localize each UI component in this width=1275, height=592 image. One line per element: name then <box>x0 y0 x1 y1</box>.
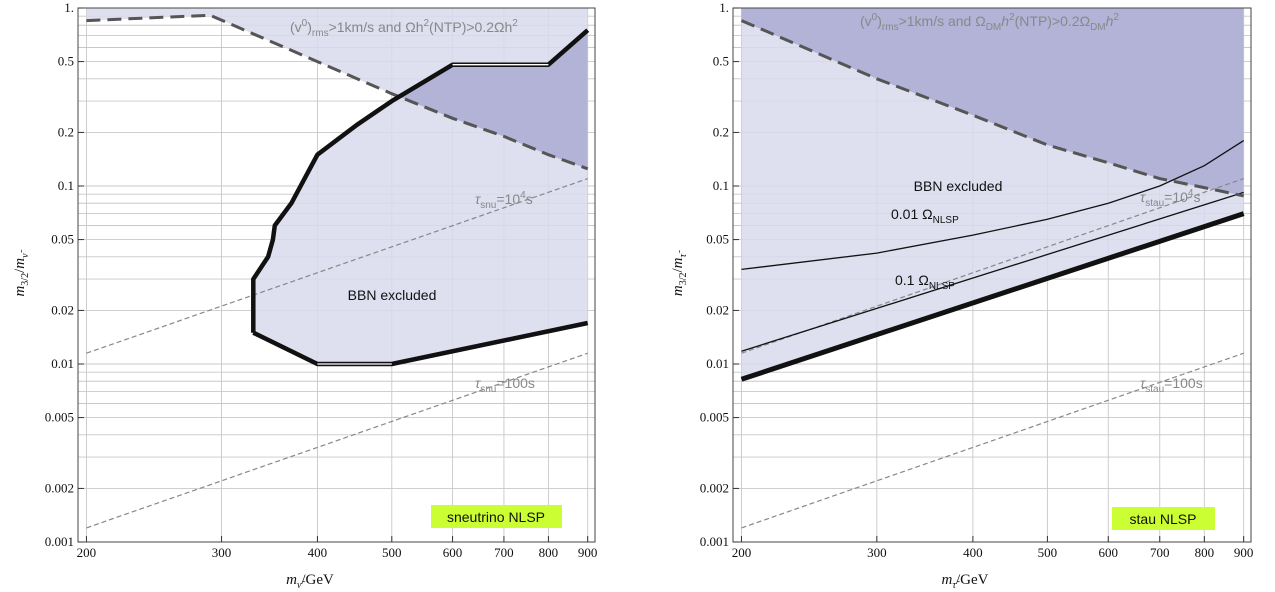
y-tick-label: 0.2 <box>58 124 74 139</box>
tau-low-label: τsnu=100s <box>475 375 535 395</box>
lifetime-line <box>741 352 1244 529</box>
x-tick-label: 300 <box>867 545 887 560</box>
plot-frame <box>77 7 596 543</box>
lifetime-line <box>86 178 588 354</box>
y-tick-label: 0.001 <box>45 534 74 549</box>
x-axis-label: mτ̃/GeV <box>942 572 989 591</box>
x-tick-label: 200 <box>732 545 752 560</box>
velocity-bound-boundary <box>740 19 1245 198</box>
x-tick-label: 700 <box>494 545 514 560</box>
stau-panel: 200 300 400 500 600 700 800 900 0.001 0.002 0.005 0… <box>670 0 1253 591</box>
y-tick-label: 0.02 <box>51 302 74 317</box>
bbn-boundary <box>740 211 1245 382</box>
omega-01-label: 0.1 ΩNLSP <box>895 272 955 292</box>
tau-high-label: τsnu=104s <box>475 190 533 211</box>
ticks: 200 300 400 500 600 700 800 900 0.001 0.002 0.005 0… <box>700 0 1254 560</box>
y-tick-label: 0.1 <box>713 178 729 193</box>
x-tick-label: 900 <box>578 545 598 560</box>
omega-line <box>741 140 1245 271</box>
y-tick-label: 0.05 <box>51 232 74 247</box>
velocity-bound-label: (v0)rms>1km/s and ΩDMh2(NTP)>0.2ΩDMh2 <box>860 12 1119 33</box>
y-tick-label: 0.5 <box>713 54 729 69</box>
y-tick-label: 1. <box>64 0 74 15</box>
ticks: 200 300 400 500 600 700 800 900 0.001 0.002 0.005 0… <box>45 0 598 560</box>
y-tick-label: 0.001 <box>700 534 729 549</box>
x-tick-label: 300 <box>212 545 232 560</box>
x-tick-label: 600 <box>1099 545 1119 560</box>
y-axis-label: m3/2/mτ̃ <box>670 250 689 296</box>
x-tick-label: 700 <box>1150 545 1170 560</box>
y-tick-label: 0.005 <box>45 410 74 425</box>
x-axis-label: mν̃/GeV <box>286 572 334 591</box>
x-tick-label: 900 <box>1234 545 1254 560</box>
regions <box>86 8 588 364</box>
tau-high-label: τstau=104s <box>1140 188 1200 209</box>
y-tick-label: 0.05 <box>706 232 729 247</box>
nlsp-badge: sneutrino NLSP <box>447 509 545 525</box>
x-tick-label: 600 <box>443 545 463 560</box>
x-tick-label: 800 <box>539 545 559 560</box>
overlap-region <box>741 8 1244 196</box>
y-tick-label: 1. <box>719 0 729 15</box>
lifetime-line <box>86 352 588 529</box>
x-tick-label: 400 <box>308 545 328 560</box>
region-label: BBN excluded <box>348 287 437 303</box>
y-tick-label: 0.5 <box>58 54 74 69</box>
omega-line <box>741 191 1244 352</box>
y-tick-label: 0.002 <box>45 480 74 495</box>
y-tick-label: 0.01 <box>706 356 729 371</box>
regions <box>741 8 1244 380</box>
y-tick-label: 0.005 <box>700 410 729 425</box>
nlsp-badge-background <box>431 505 562 528</box>
y-axis-label: m3/2/mν̃ <box>12 249 31 296</box>
velocity-bound-label: (v0)rms>1km/s and Ωh2(NTP)>0.2Ωh2 <box>290 18 518 39</box>
lines <box>86 13 590 529</box>
region-label: BBN excluded <box>914 178 1003 194</box>
y-tick-label: 0.002 <box>700 480 729 495</box>
y-tick-label: 0.01 <box>51 356 74 371</box>
tau-low-label: τstau=100s <box>1140 375 1203 395</box>
plot-frame <box>732 7 1252 543</box>
y-tick-label: 0.1 <box>58 178 74 193</box>
x-tick-label: 800 <box>1195 545 1215 560</box>
y-tick-label: 0.02 <box>706 302 729 317</box>
nlsp-badge-background <box>1112 507 1215 530</box>
velocity-bound-region <box>86 8 588 169</box>
x-tick-label: 400 <box>963 545 983 560</box>
y-tick-label: 0.2 <box>713 124 729 139</box>
x-tick-label: 500 <box>382 545 402 560</box>
omega-001-label: 0.01 ΩNLSP <box>891 206 959 226</box>
sneutrino-panel: 200 300 400 500 600 700 800 900 0.001 0.002 0.005 0… <box>12 0 597 591</box>
nlsp-badge: stau NLSP <box>1130 511 1197 527</box>
lines <box>740 19 1245 529</box>
x-tick-label: 200 <box>77 545 97 560</box>
x-tick-label: 500 <box>1038 545 1058 560</box>
